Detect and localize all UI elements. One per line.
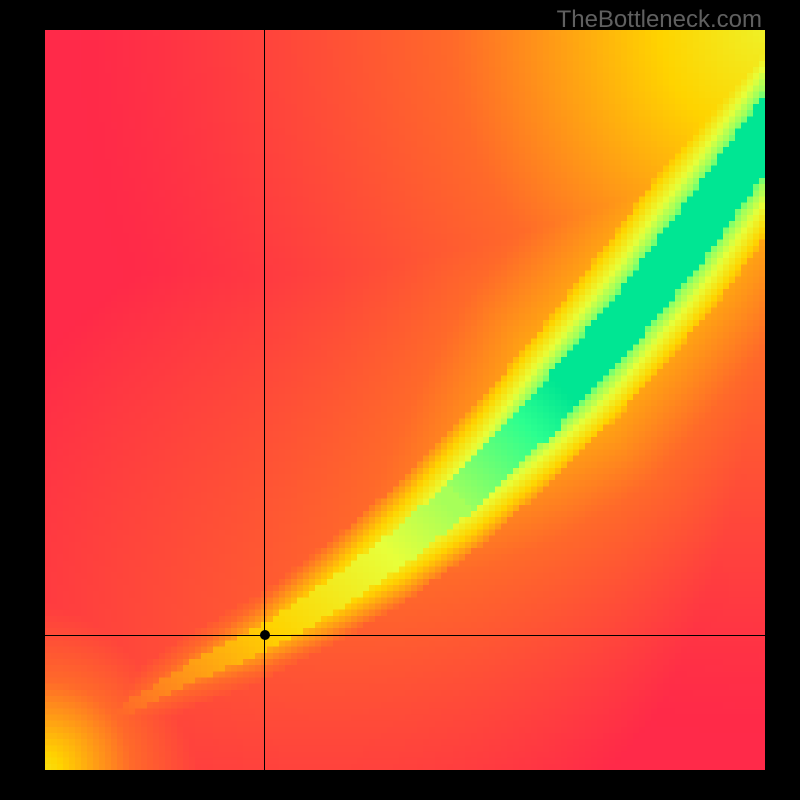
bottleneck-heatmap <box>45 30 765 770</box>
selection-dot <box>260 630 270 640</box>
crosshair-vertical <box>264 30 265 770</box>
watermark-text: TheBottleneck.com <box>557 6 762 34</box>
crosshair-horizontal <box>45 635 765 636</box>
